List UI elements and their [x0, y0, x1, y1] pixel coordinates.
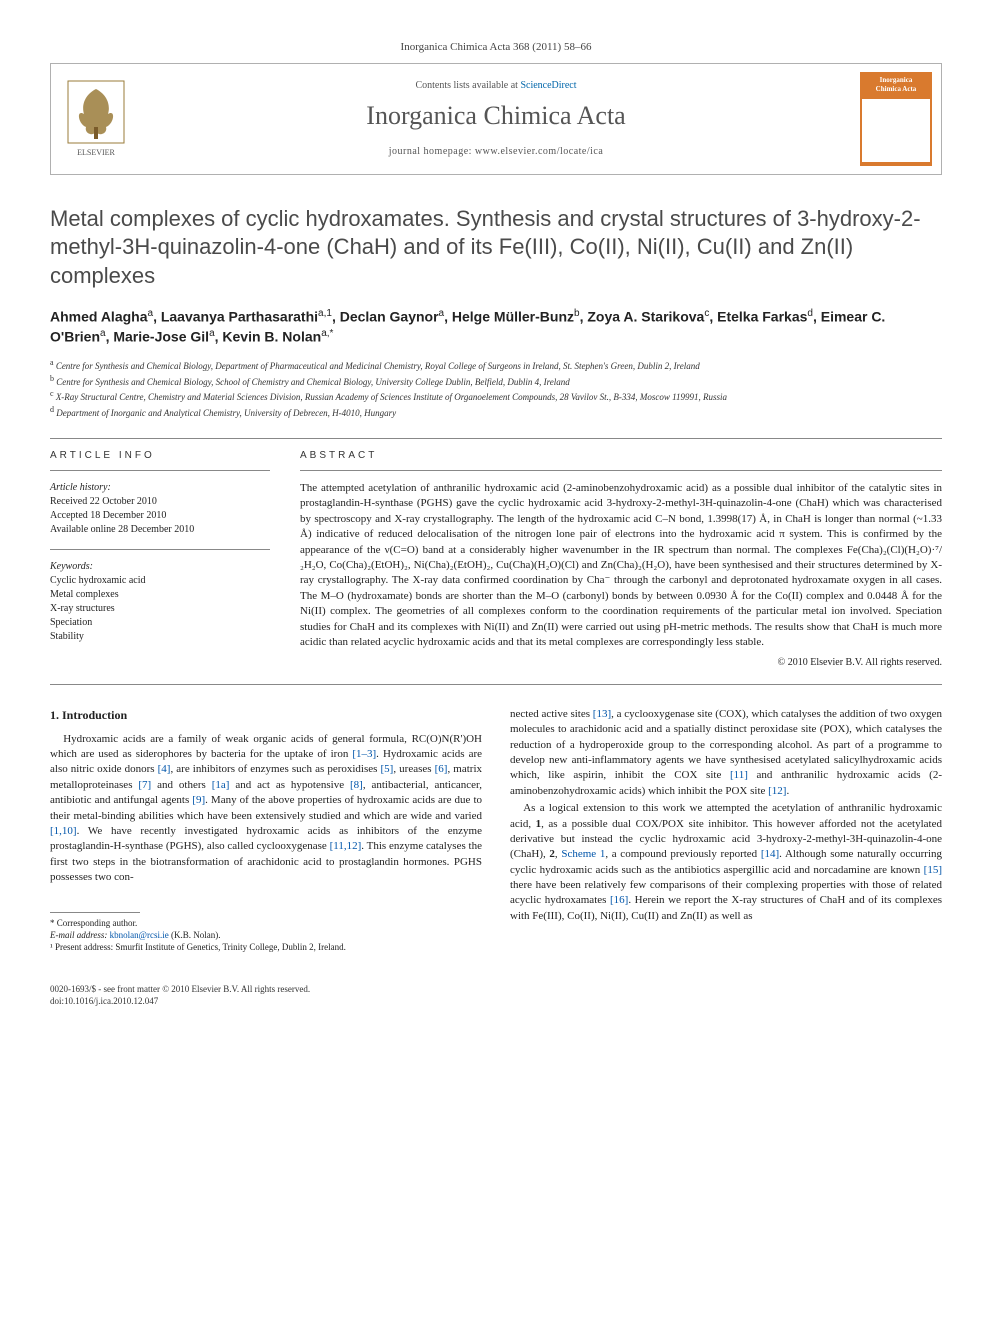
contents-available-line: Contents lists available at ScienceDirec… — [149, 79, 843, 93]
footnotes: * Corresponding author. E-mail address: … — [50, 912, 482, 953]
abstract-copyright: © 2010 Elsevier B.V. All rights reserved… — [300, 656, 942, 670]
right-column: nected active sites [13], a cyclooxygena… — [510, 707, 942, 953]
email-name: (K.B. Nolan). — [171, 930, 221, 940]
elsevier-text: ELSEVIER — [77, 148, 115, 157]
journal-reference: Inorganica Chimica Acta 368 (2011) 58–66 — [50, 40, 942, 55]
article-info-column: ARTICLE INFO Article history: Received 2… — [50, 449, 270, 670]
intro-para-2: nected active sites [13], a cyclooxygena… — [510, 707, 942, 799]
email-label: E-mail address: — [50, 930, 107, 940]
section-1-heading: 1. Introduction — [50, 707, 482, 724]
journal-header-box: ELSEVIER Contents lists available at Sci… — [50, 63, 942, 175]
keywords-label: Keywords: — [50, 560, 270, 574]
abstract-text: The attempted acetylation of anthranilic… — [300, 481, 942, 650]
author-email[interactable]: kbnolan@rcsi.ie — [110, 930, 169, 940]
affiliation-item: d Department of Inorganic and Analytical… — [50, 404, 942, 420]
keyword-item: Speciation — [50, 616, 270, 630]
body-two-columns: 1. Introduction Hydroxamic acids are a f… — [50, 707, 942, 953]
article-title: Metal complexes of cyclic hydroxamates. … — [50, 205, 942, 291]
homepage-url[interactable]: www.elsevier.com/locate/ica — [475, 146, 603, 157]
affiliation-item: b Centre for Synthesis and Chemical Biol… — [50, 373, 942, 389]
author-list: Ahmed Alaghaa, Laavanya Parthasarathia,1… — [50, 307, 942, 348]
received-date: Received 22 October 2010 — [50, 495, 270, 509]
divider — [50, 549, 270, 550]
info-abstract-row: ARTICLE INFO Article history: Received 2… — [50, 449, 942, 670]
history-label: Article history: — [50, 481, 270, 495]
affiliation-list: a Centre for Synthesis and Chemical Biol… — [50, 357, 942, 419]
online-date: Available online 28 December 2010 — [50, 523, 270, 537]
divider — [50, 438, 942, 439]
abstract-heading: ABSTRACT — [300, 449, 942, 463]
divider — [50, 684, 942, 685]
keyword-item: X-ray structures — [50, 602, 270, 616]
divider — [300, 470, 942, 471]
contents-prefix: Contents lists available at — [415, 80, 520, 91]
divider — [50, 470, 270, 471]
article-history-block: Article history: Received 22 October 201… — [50, 481, 270, 537]
homepage-prefix: journal homepage: — [389, 146, 475, 157]
page-footer: 0020-1693/$ - see front matter © 2010 El… — [50, 979, 942, 1007]
abstract-column: ABSTRACT The attempted acetylation of an… — [300, 449, 942, 670]
affiliation-item: c X-Ray Structural Centre, Chemistry and… — [50, 388, 942, 404]
email-line: E-mail address: kbnolan@rcsi.ie (K.B. No… — [50, 929, 482, 941]
left-column: 1. Introduction Hydroxamic acids are a f… — [50, 707, 482, 953]
keyword-item: Metal complexes — [50, 588, 270, 602]
journal-name: Inorganica Chimica Acta — [149, 98, 843, 133]
intro-para-3: As a logical extension to this work we a… — [510, 801, 942, 924]
affiliation-item: a Centre for Synthesis and Chemical Biol… — [50, 357, 942, 373]
footer-line-2: doi:10.1016/j.ica.2010.12.047 — [50, 995, 942, 1007]
elsevier-logo: ELSEVIER — [51, 64, 141, 174]
keywords-block: Keywords: Cyclic hydroxamic acidMetal co… — [50, 560, 270, 644]
corresponding-author-note: * Corresponding author. — [50, 917, 482, 929]
cover-label-1: Inorganica — [862, 76, 930, 85]
intro-para-1: Hydroxamic acids are a family of weak or… — [50, 732, 482, 886]
header-center: Contents lists available at ScienceDirec… — [141, 64, 851, 174]
journal-homepage-line: journal homepage: www.elsevier.com/locat… — [149, 145, 843, 159]
cover-label-2: Chimica Acta — [862, 85, 930, 94]
journal-cover-thumb: Inorganica Chimica Acta — [860, 72, 932, 166]
footer-line-1: 0020-1693/$ - see front matter © 2010 El… — [50, 983, 942, 995]
elsevier-tree-icon: ELSEVIER — [61, 79, 131, 159]
keyword-item: Stability — [50, 630, 270, 644]
journal-cover-thumb-container: Inorganica Chimica Acta — [851, 64, 941, 174]
sciencedirect-link[interactable]: ScienceDirect — [520, 80, 576, 91]
keyword-item: Cyclic hydroxamic acid — [50, 574, 270, 588]
accepted-date: Accepted 18 December 2010 — [50, 509, 270, 523]
article-info-heading: ARTICLE INFO — [50, 449, 270, 463]
present-address-note: ¹ Present address: Smurfit Institute of … — [50, 941, 482, 953]
